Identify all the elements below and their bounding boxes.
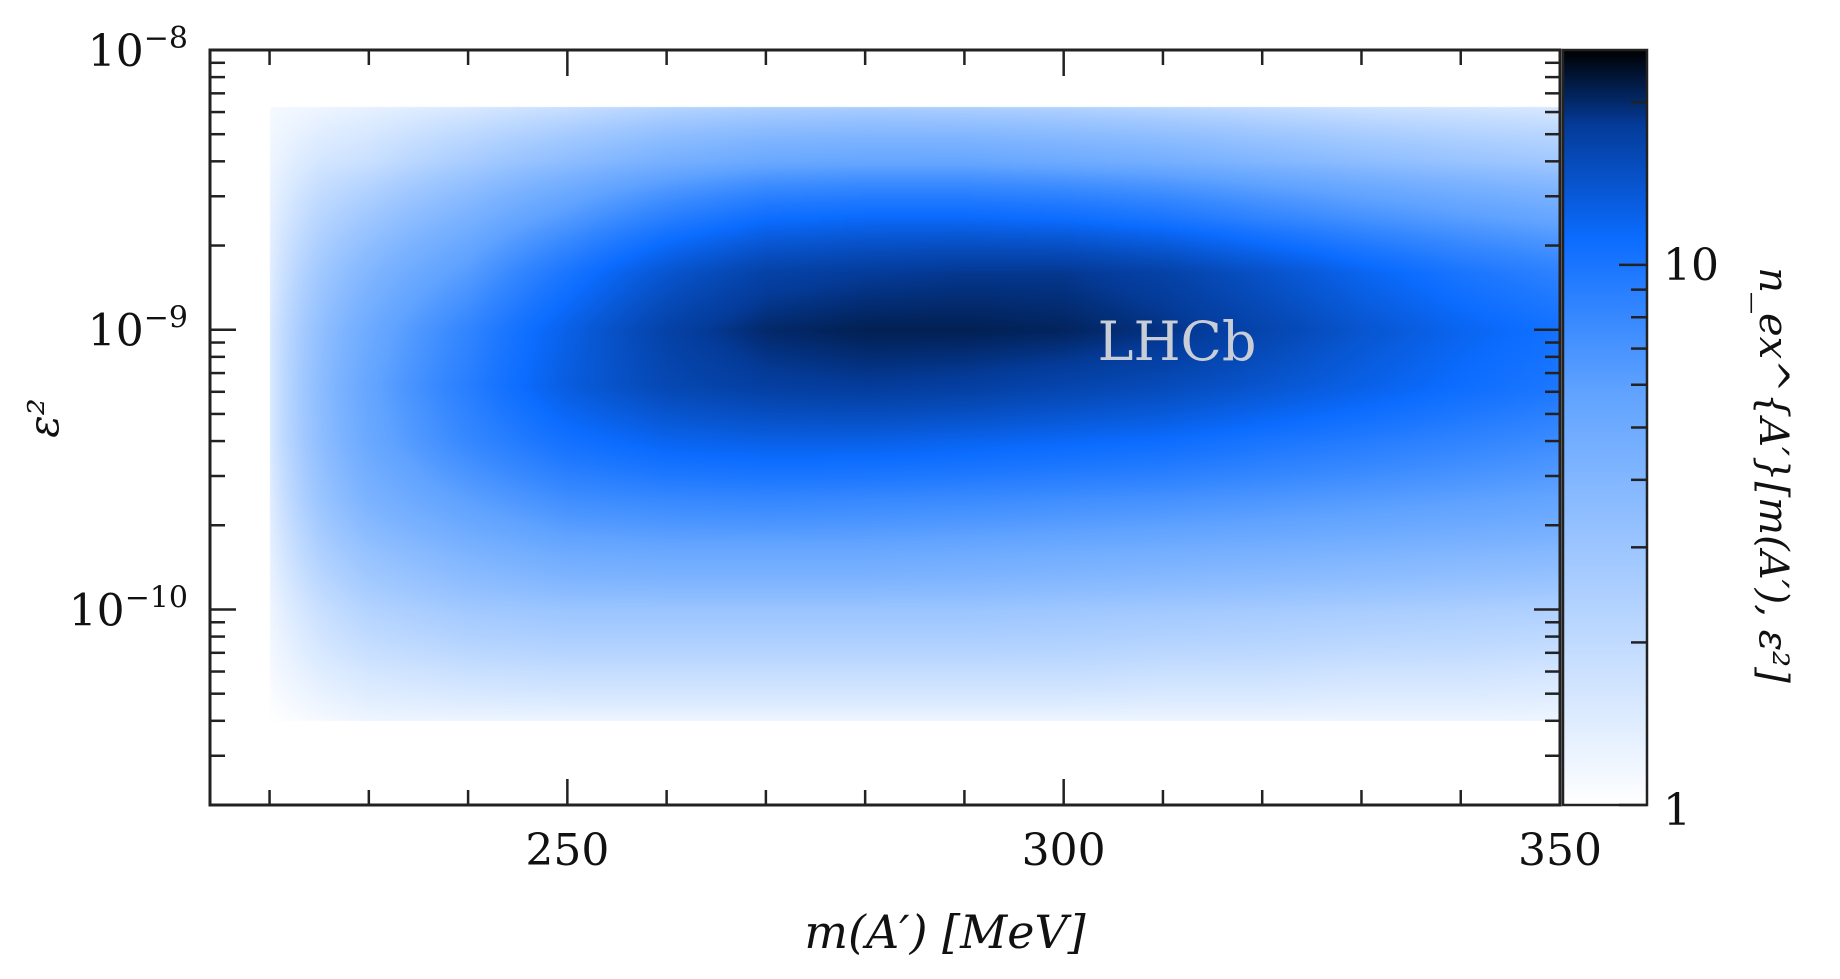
colorbar-tick-label: 1 <box>1663 785 1691 836</box>
y-tick-exponent: −9 <box>144 301 188 336</box>
x-axis-title: m(A′) [MeV] <box>804 905 1085 959</box>
x-tick-label: 350 <box>1518 825 1602 876</box>
y-tick-label: 10−9 <box>88 301 188 357</box>
heatmap-cells <box>210 50 1560 805</box>
lhcb-annotation: LHCb <box>1098 310 1257 373</box>
x-tick-label: 300 <box>1022 825 1106 876</box>
x-tick-label: 250 <box>525 825 609 876</box>
y-axis-title: ε² <box>19 398 68 437</box>
plot-frame <box>208 48 1562 807</box>
y-tick-exponent: −8 <box>144 21 188 56</box>
y-tick-label: 10−8 <box>88 21 188 77</box>
colorbar: 1 10 <box>1561 48 1719 836</box>
heatmap-canvas-holder <box>210 50 1560 805</box>
colorbar-title: n_ex^{A′}[m(A′), ε²] <box>1750 267 1796 683</box>
colorbar-ticks: 1 10 <box>1619 101 1719 836</box>
y-tick-exponent: −10 <box>125 580 188 615</box>
colorbar-tick-label: 10 <box>1663 240 1719 291</box>
x-axis-ticks: 250 300 350 <box>268 50 1602 876</box>
y-tick-label: 10−10 <box>69 580 188 636</box>
plot-area <box>210 50 1560 805</box>
